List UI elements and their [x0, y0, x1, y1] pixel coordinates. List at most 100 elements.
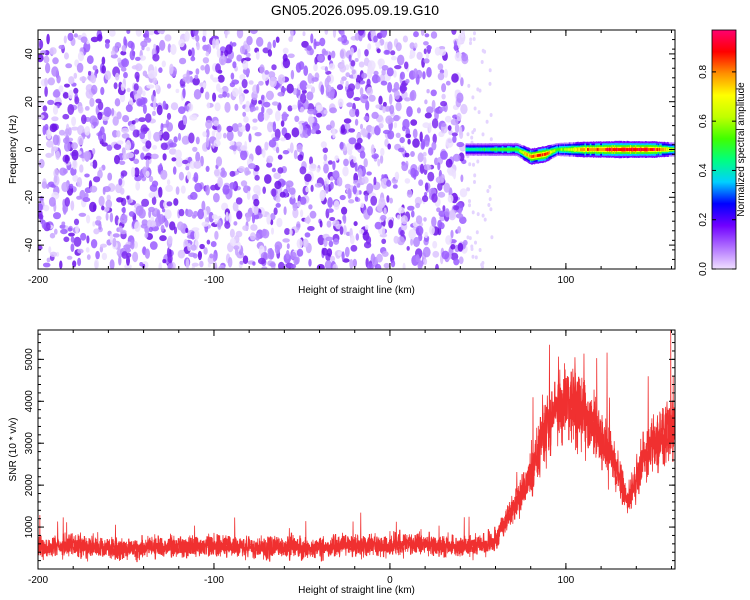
signal-track-segment	[602, 148, 603, 151]
noise-speckle	[92, 148, 96, 155]
noise-speckle	[220, 170, 228, 178]
noise-speckle	[229, 140, 235, 146]
noise-speckle	[121, 251, 128, 259]
noise-speckle	[121, 207, 126, 213]
signal-track-segment	[563, 148, 565, 151]
noise-speckle	[437, 191, 446, 198]
signal-track-segment	[609, 148, 611, 151]
noise-speckle	[116, 130, 121, 138]
noise-speckle	[184, 31, 190, 42]
signal-track-segment	[539, 153, 541, 157]
noise-speckle	[125, 139, 132, 151]
noise-speckle	[205, 136, 210, 148]
noise-speckle	[336, 176, 343, 187]
signal-track-segment	[506, 148, 508, 151]
noise-speckle	[259, 64, 265, 75]
noise-speckle	[458, 209, 462, 215]
x-tick-label: 0	[387, 275, 393, 286]
noise-speckle	[416, 51, 423, 60]
noise-speckle	[345, 80, 349, 88]
noise-speckle	[224, 221, 231, 229]
noise-speckle	[111, 108, 115, 116]
snr-series-line	[38, 371, 675, 563]
noise-speckle	[422, 71, 426, 80]
noise-speckle	[274, 180, 282, 190]
noise-speckle	[290, 69, 295, 80]
signal-track-segment	[644, 148, 646, 151]
signal-track-segment	[532, 155, 534, 158]
signal-track-segment	[601, 148, 603, 151]
noise-speckle	[309, 210, 317, 219]
noise-speckle	[171, 157, 177, 162]
signal-track-segment	[618, 148, 620, 151]
noise-speckle	[452, 135, 457, 143]
noise-speckle	[84, 192, 89, 199]
signal-track-segment	[515, 148, 517, 151]
signal-track-segment	[546, 152, 548, 155]
noise-speckle	[380, 30, 388, 38]
noise-speckle	[212, 38, 216, 49]
noise-speckle	[46, 184, 50, 189]
noise-speckle	[291, 127, 300, 138]
noise-speckle	[409, 42, 415, 50]
noise-speckle	[86, 235, 90, 244]
noise-speckle	[297, 154, 304, 161]
signal-track-segment	[609, 148, 610, 151]
noise-speckle	[245, 123, 251, 132]
colorbar-tick-label: 0.8	[698, 64, 709, 78]
noise-speckle	[466, 132, 470, 137]
noise-speckle	[391, 56, 397, 61]
noise-speckle	[381, 238, 387, 244]
noise-speckle	[468, 203, 471, 208]
noise-speckle	[240, 149, 248, 161]
signal-track-segment	[497, 148, 499, 151]
noise-speckle	[382, 101, 387, 107]
noise-speckle	[73, 72, 78, 79]
signal-track-segment	[512, 148, 514, 151]
noise-speckle	[95, 98, 102, 104]
noise-speckle	[212, 253, 217, 262]
noise-speckle	[169, 142, 177, 148]
noise-speckle	[139, 262, 144, 267]
signal-track-segment	[602, 148, 604, 151]
noise-speckle	[246, 46, 251, 53]
noise-speckle	[307, 108, 316, 115]
noise-speckle	[301, 40, 309, 48]
noise-speckle	[74, 96, 80, 105]
noise-speckle	[64, 83, 70, 88]
noise-speckle	[427, 171, 435, 182]
noise-speckle	[382, 228, 386, 235]
signal-track-segment	[580, 148, 582, 151]
noise-speckle	[235, 141, 243, 147]
noise-speckle	[402, 35, 408, 43]
noise-speckle	[410, 89, 417, 101]
signal-track-segment	[531, 155, 533, 158]
noise-speckle	[45, 62, 51, 74]
noise-speckle	[267, 41, 272, 51]
signal-track-segment	[575, 148, 577, 151]
signal-track-segment	[480, 148, 482, 151]
signal-track-segment	[637, 148, 639, 151]
noise-speckle	[238, 86, 243, 96]
signal-track-segment	[500, 148, 502, 151]
signal-track-segment	[600, 148, 602, 151]
noise-speckle	[109, 212, 114, 223]
noise-speckle	[450, 118, 459, 126]
noise-speckle	[73, 87, 79, 94]
noise-speckle	[178, 38, 185, 48]
signal-track-segment	[579, 148, 581, 151]
noise-speckle	[329, 176, 334, 182]
noise-speckle	[68, 232, 75, 237]
noise-speckle	[132, 251, 139, 263]
noise-speckle	[218, 94, 224, 99]
noise-speckle	[213, 139, 221, 147]
noise-speckle	[437, 162, 441, 171]
noise-speckle	[248, 80, 254, 85]
noise-speckle	[258, 257, 266, 265]
noise-speckle	[416, 107, 421, 114]
signal-track-segment	[572, 148, 574, 151]
noise-speckle	[127, 40, 134, 49]
noise-speckle	[365, 100, 370, 111]
signal-track-segment	[522, 151, 524, 154]
noise-speckle	[214, 230, 219, 240]
